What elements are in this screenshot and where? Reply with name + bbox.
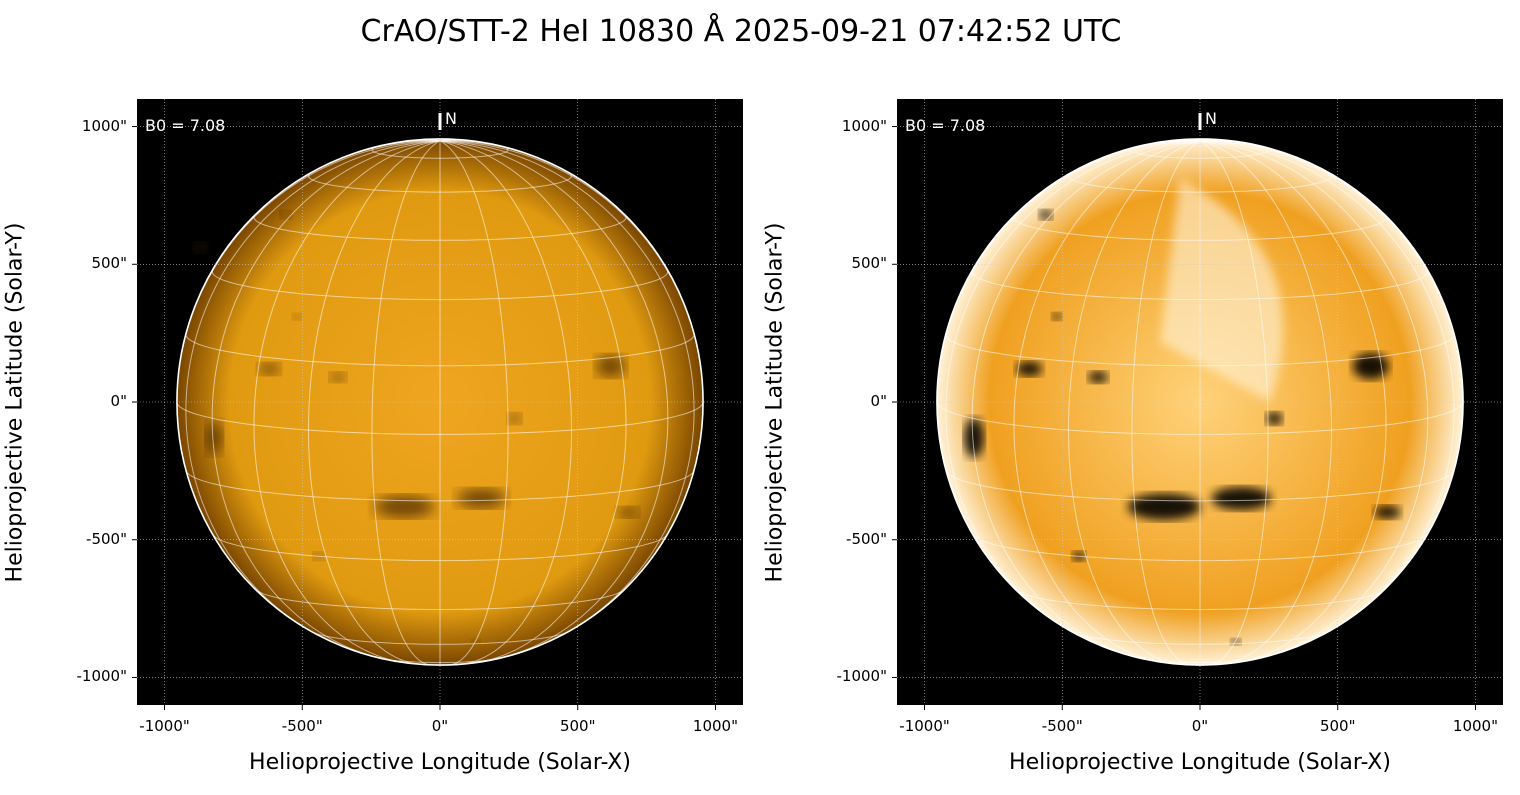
meridian-gridline: [1199, 140, 1455, 641]
parallel-gridline: [973, 535, 1427, 562]
b0-label: B0 = 7.08: [145, 116, 225, 135]
y-axis-label: Helioprojective Latitude (Solar-Y): [2, 222, 28, 583]
meridian-gridline: [307, 140, 441, 665]
dark-filament: [280, 210, 292, 219]
parallel-gridline: [971, 269, 1429, 301]
dark-filament: [258, 362, 281, 376]
dark-filament: [964, 417, 985, 458]
x-tick-label: 500": [1319, 717, 1356, 735]
x-axis-label: Helioprojective Longitude (Solar-X): [1009, 750, 1391, 775]
y-tick-label: 500": [851, 254, 887, 273]
y-tick-label: 0": [870, 392, 887, 410]
meridian-gridline: [1199, 140, 1387, 664]
dark-filament: [373, 495, 435, 518]
dark-filament: [1127, 493, 1201, 520]
left-panel-image: N B0 = 7.08: [132, 99, 743, 710]
dark-filament: [1266, 411, 1283, 426]
y-tick-label: -1000": [836, 667, 888, 686]
y-tick-label: 1000": [841, 116, 887, 135]
dark-filament: [1051, 312, 1062, 321]
meridian-gridline: [439, 140, 573, 665]
x-tick-label: 0": [431, 717, 449, 735]
dark-filament: [292, 313, 301, 320]
parallel-gridline: [213, 535, 667, 562]
dark-filament: [456, 488, 507, 509]
y-tick-label: 1000": [81, 116, 127, 135]
dark-filament: [1088, 371, 1108, 384]
dark-filament: [329, 372, 347, 383]
parallel-gridline: [185, 470, 695, 502]
dark-filament: [595, 355, 626, 378]
y-tick-label: 500": [91, 254, 127, 273]
meridian-gridline: [371, 140, 441, 666]
x-tick-label: 0": [1191, 717, 1209, 735]
x-tick-label: -500": [1041, 717, 1083, 735]
meridian-gridline: [1199, 140, 1333, 665]
dark-filament: [1015, 361, 1043, 377]
x-tick-label: -1000": [139, 717, 190, 735]
meridian-gridline: [1067, 140, 1201, 665]
north-label: N: [445, 109, 457, 128]
meridian-gridline: [439, 140, 627, 664]
parallel-gridline: [312, 631, 568, 645]
x-tick-label: 500": [559, 717, 596, 735]
parallel-gridline: [185, 334, 695, 367]
parallel-gridline: [380, 657, 500, 663]
dark-filament: [471, 638, 480, 645]
x-tick-label: 1000": [692, 717, 738, 735]
parallel-gridline: [936, 401, 1464, 435]
meridian-gridline: [439, 140, 509, 666]
parallel-gridline: [211, 269, 669, 301]
parallel-gridline: [371, 145, 509, 159]
dark-filament: [1211, 486, 1272, 510]
y-tick-label: -500": [846, 529, 887, 548]
x-axis-label: Helioprojective Longitude (Solar-X): [249, 750, 631, 775]
dark-filament: [205, 421, 223, 455]
meridian-gridline: [211, 140, 441, 660]
meridian-gridline: [439, 140, 669, 660]
x-tick-label: -500": [281, 717, 323, 735]
b0-label: B0 = 7.08: [905, 116, 985, 135]
y-tick-label: -1000": [76, 667, 128, 686]
dark-filament: [952, 241, 969, 255]
meridian-gridline: [185, 140, 441, 641]
figure-title: CrAO/STT-2 HeI 10830 Å 2025-09-21 07:42:…: [360, 14, 1122, 49]
meridian-gridline: [1199, 140, 1269, 666]
y-tick-label: -500": [86, 529, 127, 548]
dark-filament: [1352, 352, 1389, 380]
x-tick-label: 1000": [1452, 717, 1498, 735]
parallel-gridline: [945, 470, 1455, 502]
parallel-gridline: [1072, 631, 1328, 645]
meridian-gridline: [971, 140, 1201, 660]
meridian-gridline: [1199, 140, 1429, 660]
y-axis-label: Helioprojective Latitude (Solar-Y): [762, 222, 788, 583]
x-tick-label: -1000": [899, 717, 950, 735]
dark-filament: [1374, 505, 1401, 519]
parallel-gridline: [1131, 145, 1269, 159]
dark-filament: [1039, 209, 1053, 220]
dark-filament: [507, 413, 522, 425]
parallel-gridline: [176, 401, 704, 435]
meridian-gridline: [945, 140, 1201, 641]
dark-filament: [193, 242, 208, 254]
parallel-gridline: [945, 334, 1455, 367]
north-label: N: [1205, 109, 1217, 128]
parallel-gridline: [1140, 657, 1260, 663]
right-panel-image: N B0 = 7.08: [892, 99, 1503, 710]
bright-region: [1160, 178, 1284, 402]
meridian-gridline: [439, 140, 695, 641]
meridian-gridline: [1131, 140, 1201, 666]
y-tick-label: 0": [110, 392, 127, 410]
dark-filament: [616, 506, 639, 518]
